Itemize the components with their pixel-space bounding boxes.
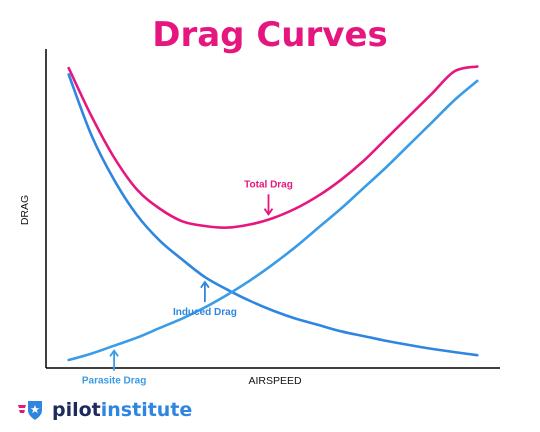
- annotation-group: Total Drag Induced Drag Parasite Drag: [82, 179, 293, 386]
- series-line-parasite-drag: [67, 79, 479, 362]
- y-axis-label: DRAG: [19, 195, 31, 225]
- series-group: [67, 65, 479, 362]
- annotation-label-total-drag: Total Drag: [244, 179, 293, 190]
- annotation-arrowhead-total-drag: [263, 208, 274, 216]
- logo-word-institute: institute: [100, 399, 193, 421]
- pilot-institute-logo: pilotinstitute: [16, 398, 192, 422]
- annotation-label-parasite-drag: Parasite Drag: [82, 376, 146, 387]
- annotation-label-induced-drag: Induced Drag: [173, 307, 237, 318]
- wing-shield-star-icon: [18, 401, 42, 420]
- series-line-total-drag: [67, 65, 479, 229]
- logo-text: pilotinstitute: [52, 398, 192, 422]
- logo-word-pilot: pilot: [52, 399, 101, 421]
- chart-title: Drag Curves: [152, 15, 388, 55]
- annotation-arrowhead-induced-drag: [200, 280, 210, 289]
- axes: [45, 49, 500, 369]
- annotation-arrowhead-parasite-drag: [109, 349, 119, 357]
- x-axis-label: AIRSPEED: [248, 375, 302, 387]
- series-line-induced-drag: [67, 73, 479, 357]
